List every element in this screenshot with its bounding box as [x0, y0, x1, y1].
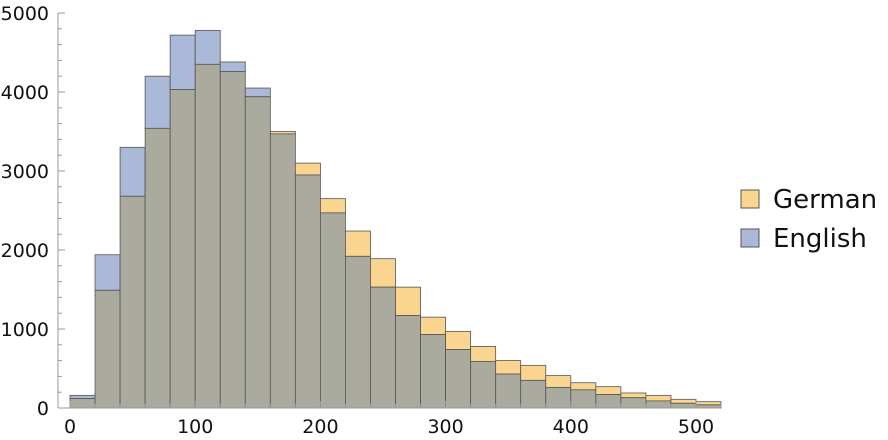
y-tick-label: 5000	[1, 3, 49, 25]
y-tick-label: 4000	[1, 82, 49, 104]
x-tick-label: 0	[64, 416, 76, 438]
bar-german-bin-240	[370, 258, 396, 288]
bar-german-bin-360	[520, 364, 547, 381]
bars-layer	[69, 29, 722, 409]
bar-overlap-bin-320	[470, 360, 497, 409]
bar-german-bin-380	[545, 375, 572, 388]
y-tick-label: 2000	[1, 240, 49, 262]
legend-entry-german: German	[740, 185, 877, 215]
bar-overlap-bin-60	[144, 127, 171, 409]
bar-german-bin-300	[445, 330, 472, 350]
bar-english-bin-100	[194, 29, 221, 65]
bar-english-bin-140	[244, 87, 271, 98]
x-tick-label: 500	[678, 416, 714, 438]
bar-overlap-bin-380	[545, 387, 572, 409]
bar-german-bin-320	[470, 345, 497, 362]
bar-english-bin-120	[219, 61, 246, 72]
axes-layer: 0 1000 2000 3000 4000 5000 0 100 200 300 400 500	[1, 3, 722, 438]
bar-english-bin-80	[169, 34, 196, 91]
bar-overlap-bin-40	[119, 195, 146, 409]
legend-entry-english: English	[740, 224, 867, 254]
bar-german-bin-280	[420, 316, 446, 335]
legend-label-english: English	[773, 224, 867, 254]
bar-english-bin-60	[144, 75, 171, 129]
x-tick-label: 400	[553, 416, 589, 438]
bar-german-bin-420	[595, 386, 622, 395]
legend-label-german: German	[773, 185, 877, 215]
bar-overlap-bin-260	[395, 315, 421, 409]
bar-german-bin-480	[670, 398, 697, 404]
bar-overlap-bin-140	[244, 96, 271, 409]
x-tick-label: 200	[302, 416, 338, 438]
bar-overlap-bin-340	[495, 373, 522, 409]
x-tick-label: 100	[177, 416, 213, 438]
bar-german-bin-180	[294, 162, 321, 176]
bar-overlap-bin-100	[194, 63, 221, 409]
legend-swatch-english	[740, 228, 760, 248]
bar-overlap-bin-360	[520, 379, 547, 409]
bar-german-bin-500	[695, 401, 722, 406]
bar-overlap-bin-300	[445, 349, 472, 409]
bar-overlap-bin-460	[645, 400, 672, 409]
bar-overlap-bin-80	[169, 89, 196, 409]
bar-overlap-bin-180	[294, 174, 321, 409]
bar-overlap-bin-420	[595, 394, 622, 409]
bar-overlap-bin-120	[219, 71, 246, 409]
legend-swatch-german	[740, 189, 760, 209]
bar-english-bin-20	[94, 254, 121, 291]
bar-german-bin-440	[620, 392, 647, 399]
bar-overlap-bin-240	[370, 286, 396, 409]
bar-overlap-bin-220	[345, 255, 371, 409]
legend: German English	[740, 185, 877, 254]
y-tick-label: 0	[37, 398, 49, 420]
bar-overlap-bin-160	[269, 133, 296, 409]
bar-overlap-bin-440	[620, 397, 647, 409]
bar-german-bin-260	[395, 286, 421, 316]
bar-english-bin-40	[119, 146, 146, 197]
bar-german-bin-340	[495, 360, 522, 375]
y-tick-label: 3000	[1, 161, 49, 183]
bar-overlap-bin-200	[319, 212, 346, 409]
bar-german-bin-460	[645, 394, 672, 402]
y-tick-label: 1000	[1, 319, 49, 341]
bar-overlap-bin-0	[69, 398, 96, 409]
bar-german-bin-200	[319, 198, 346, 214]
bar-overlap-bin-400	[570, 389, 597, 409]
bar-overlap-bin-20	[94, 289, 121, 409]
x-tick-label: 300	[427, 416, 463, 438]
bar-english-bin-0	[69, 394, 96, 399]
bar-overlap-bin-280	[420, 334, 446, 409]
bar-german-bin-220	[345, 230, 371, 257]
bar-overlap-bin-480	[670, 402, 697, 409]
bar-german-bin-400	[570, 382, 597, 391]
